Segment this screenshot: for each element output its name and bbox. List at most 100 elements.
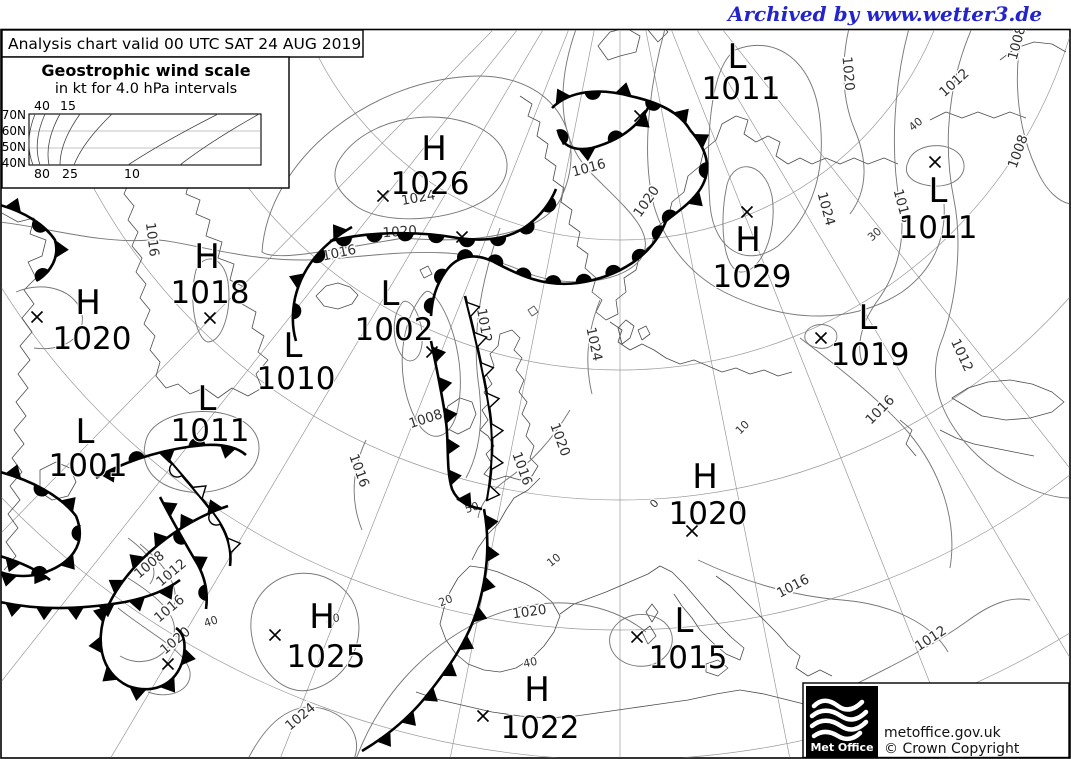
cold-front-triangle-symbol [219, 443, 237, 459]
isobar-value-label: 1012 [936, 66, 972, 101]
isobar-value-label: 1008 [407, 406, 445, 432]
pressure-letter: L [728, 37, 747, 77]
pressure-value: 1002 [355, 312, 434, 348]
latlon-label: 40 [906, 115, 925, 134]
pressure-center-cross [30, 310, 44, 324]
coastline [597, 30, 641, 61]
cold-front-triangle-symbol [443, 406, 458, 425]
trough-triangle-symbol [473, 331, 488, 349]
front-line [1, 578, 181, 610]
warm-front-semicircle-symbol [487, 254, 504, 267]
wind-scale-top-tick: 40 [34, 98, 50, 113]
isobar [804, 324, 838, 349]
warm-front-semicircle-symbol [556, 129, 569, 146]
warm-front-semicircle-symbol [542, 197, 557, 213]
cold-front-triangle-symbol [332, 224, 348, 241]
latlon-label: 40 [202, 613, 219, 630]
coastline [1, 212, 47, 571]
cold-front-triangle-symbol [687, 190, 703, 207]
pressure-value: 1029 [713, 259, 792, 295]
wind-scale-curve [47, 113, 61, 166]
front-occluded [158, 496, 209, 610]
coastline [715, 575, 833, 677]
cold-front-triangle-symbol [376, 730, 391, 747]
cold-front-triangle-symbol [555, 88, 572, 105]
front-cold [1, 578, 181, 621]
cold-front-triangle-symbol [458, 634, 475, 651]
graticule-meridian [671, 30, 960, 758]
isobar [1016, 30, 1070, 205]
warm-front-semicircle-symbol [631, 248, 647, 263]
trough-triangle-symbol [191, 485, 207, 501]
pressure-letter: H [421, 129, 447, 169]
title-box: Analysis chart valid 00 UTC SAT 24 AUG 2… [1, 29, 364, 58]
cold-front-triangle-symbol [1, 572, 18, 587]
front-cold [88, 499, 229, 701]
isobar [587, 299, 601, 395]
isobar-value-label: 1016 [862, 392, 898, 428]
graticule-meridian [280, 30, 569, 758]
latlon-label: 30 [865, 225, 884, 244]
pressure-value: 1022 [501, 710, 580, 746]
front-line [99, 504, 229, 691]
warm-front-semicircle-symbol [698, 162, 709, 179]
pressure-letter: L [381, 274, 400, 314]
trough-triangle-symbol [465, 301, 481, 319]
wind-scale-bottom-tick: 80 [34, 166, 50, 181]
graticule-meridian [1, 30, 494, 533]
front-line [463, 295, 494, 502]
trough-triangle-symbol [490, 422, 505, 441]
pressure-center-cross [928, 155, 942, 169]
isobar [906, 145, 965, 187]
pressure-center-layer: H1026L1011H1029L1011L1019H1018H1020L1002… [30, 36, 978, 747]
warm-front-semicircle-symbol [198, 584, 208, 601]
warm-front-semicircle-symbol [605, 264, 622, 277]
pressure-letter: H [524, 670, 550, 710]
pressure-letter: H [75, 283, 101, 323]
front-line [361, 508, 489, 753]
isobar [248, 706, 358, 758]
pressure-center-cross [630, 630, 644, 644]
front-occluded [661, 129, 710, 224]
cold-front-triangle-symbol [128, 596, 146, 612]
cold-front-triangle-symbol [179, 513, 196, 530]
wind-scale-curve [28, 113, 36, 166]
cold-front-triangle-symbol [59, 554, 75, 570]
met-office-url: metoffice.gov.uk [884, 725, 1002, 741]
isobar [722, 166, 774, 273]
isobar [192, 258, 230, 343]
cold-front-triangle-symbol [446, 437, 461, 456]
coastline [527, 305, 539, 317]
cold-front-triangle-symbol [633, 112, 650, 128]
front-warm [423, 220, 668, 317]
isobar [707, 45, 822, 257]
cold-front-triangle-symbol [100, 466, 116, 483]
wind-scale-lat-label: 70N [2, 108, 26, 122]
isobar-value-label: 1020 [630, 183, 663, 220]
isobar [855, 598, 1031, 685]
coastline [315, 282, 359, 310]
coastline [519, 95, 813, 321]
isobar-value-label: 1024 [282, 700, 319, 734]
warm-front-semicircle-symbol [584, 90, 601, 100]
isobar [647, 30, 945, 317]
pressure-center-cross [203, 311, 217, 325]
pressure-value: 1019 [831, 337, 910, 373]
isobar-value-label: 1012 [912, 623, 950, 655]
warm-front-semicircle-symbol [651, 225, 665, 241]
front-warm [329, 188, 558, 248]
isobar-value-label: 1016 [774, 571, 812, 601]
map-frame [0, 28, 1071, 759]
met-office-box: Met Office metoffice.gov.uk © Crown Copy… [802, 682, 1070, 759]
warm-front-semicircle-symbol [489, 235, 507, 247]
pressure-center-cross [268, 628, 282, 642]
front-open-mixed [167, 458, 242, 567]
warm-front-semicircle-symbol [423, 297, 434, 315]
